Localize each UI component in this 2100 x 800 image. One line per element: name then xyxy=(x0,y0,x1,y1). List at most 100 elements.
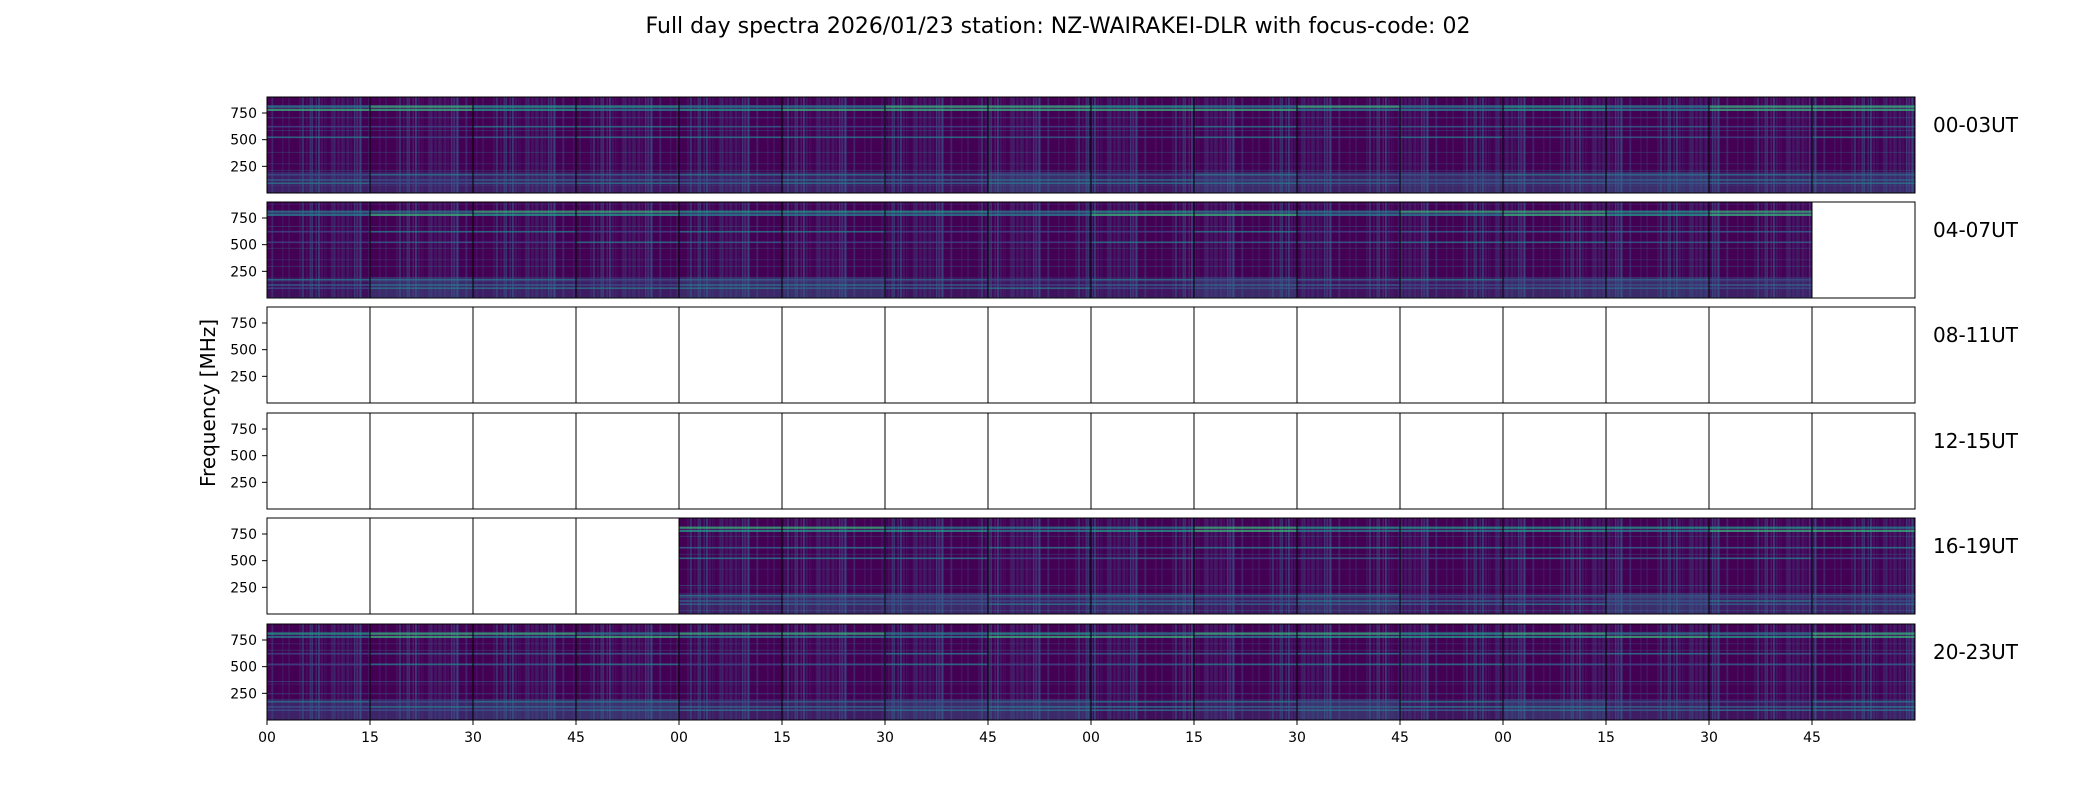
spectra-panel xyxy=(1090,96,1195,194)
frequency-band-mark xyxy=(1606,706,1709,708)
spectra-panel xyxy=(1811,623,1916,721)
spectra-panel xyxy=(678,96,783,194)
spectra-panel xyxy=(266,412,371,510)
frequency-band-mark xyxy=(473,652,576,655)
frequency-band-mark xyxy=(679,125,782,128)
frequency-band-mark xyxy=(267,652,370,655)
frequency-band-mark xyxy=(1709,284,1812,286)
frequency-band-mark xyxy=(782,125,885,128)
spectra-panel xyxy=(1296,623,1401,721)
frequency-band-mark xyxy=(1091,529,1194,532)
spectra-row: 250 500 750 16-19UT xyxy=(230,517,2019,615)
spectra-panel xyxy=(369,96,474,194)
frequency-band-mark xyxy=(885,105,988,108)
frequency-band-mark xyxy=(576,635,679,638)
frequency-band-mark xyxy=(1194,241,1297,244)
frequency-band-mark xyxy=(370,182,473,184)
frequency-band-mark xyxy=(1606,284,1709,286)
spectra-panel xyxy=(1193,306,1298,404)
frequency-band-mark xyxy=(1091,125,1194,128)
frequency-band-mark xyxy=(1400,652,1503,655)
frequency-band-mark xyxy=(1709,241,1812,244)
frequency-band-mark xyxy=(1812,173,1915,176)
frequency-band-mark xyxy=(1400,241,1503,244)
frequency-band-mark xyxy=(988,652,1091,655)
spectra-row: 250 500 750 00-03UT xyxy=(230,96,2019,194)
frequency-band-mark xyxy=(1194,632,1297,635)
frequency-band-mark xyxy=(679,173,782,176)
spectra-panel xyxy=(1399,412,1504,510)
spectra-panel xyxy=(1811,96,1916,194)
frequency-band-mark xyxy=(1812,632,1915,635)
frequency-band-mark xyxy=(1091,652,1194,655)
frequency-band-mark xyxy=(885,709,988,711)
frequency-band-mark xyxy=(782,635,885,638)
frequency-band-mark xyxy=(473,632,576,635)
frequency-band-mark xyxy=(885,652,988,655)
spectra-panel xyxy=(1193,623,1298,721)
frequency-band-mark xyxy=(1400,284,1503,286)
frequency-band-mark xyxy=(679,557,782,560)
spectra-panel xyxy=(781,623,886,721)
y-tick-label: 750 xyxy=(230,211,257,227)
spectra-panel xyxy=(1605,623,1710,721)
frequency-band-mark xyxy=(679,136,782,139)
spectra-panel xyxy=(987,517,1092,615)
spectra-panel xyxy=(472,412,577,510)
spectra-panel xyxy=(369,306,474,404)
frequency-band-mark xyxy=(473,105,576,108)
frequency-band-mark xyxy=(576,663,679,666)
frequency-band-mark xyxy=(1709,557,1812,560)
spectra-panel xyxy=(1193,517,1298,615)
frequency-band-mark xyxy=(1606,557,1709,560)
frequency-band-mark xyxy=(1503,652,1606,655)
frequency-band-mark xyxy=(1709,603,1812,605)
frequency-band-mark xyxy=(885,287,988,289)
frequency-band-mark xyxy=(1606,136,1709,139)
frequency-band-mark xyxy=(885,557,988,560)
spectra-panel xyxy=(1193,201,1298,299)
frequency-band-mark xyxy=(1503,210,1606,213)
frequency-band-mark xyxy=(988,700,1091,703)
frequency-band-mark xyxy=(679,287,782,289)
frequency-band-mark xyxy=(1297,700,1400,703)
x-tick-label: 30 xyxy=(1700,730,1718,746)
frequency-band-mark xyxy=(370,700,473,703)
frequency-band-mark xyxy=(1194,182,1297,184)
frequency-band-mark xyxy=(1400,557,1503,560)
spectra-panel xyxy=(1605,517,1710,615)
frequency-band-mark xyxy=(1091,635,1194,638)
frequency-band-mark xyxy=(782,108,885,111)
frequency-band-mark xyxy=(1503,284,1606,286)
frequency-band-mark xyxy=(988,182,1091,184)
frequency-band-mark xyxy=(1709,594,1812,597)
x-tick-label: 45 xyxy=(979,730,997,746)
frequency-band-mark xyxy=(370,709,473,711)
frequency-band-mark xyxy=(1709,230,1812,233)
frequency-band-mark xyxy=(1297,600,1400,602)
frequency-band-mark xyxy=(1194,108,1297,111)
frequency-band-mark xyxy=(267,632,370,635)
frequency-band-mark xyxy=(1297,546,1400,549)
frequency-band-mark xyxy=(1606,241,1709,244)
frequency-band-mark xyxy=(679,526,782,529)
y-tick-label: 750 xyxy=(230,106,257,122)
frequency-band-mark xyxy=(1812,594,1915,597)
frequency-band-mark xyxy=(782,557,885,560)
y-tick-label: 250 xyxy=(230,475,257,491)
frequency-band-mark xyxy=(782,652,885,655)
frequency-band-mark xyxy=(1709,706,1812,708)
frequency-band-mark xyxy=(1709,526,1812,529)
frequency-band-mark xyxy=(782,105,885,108)
spectra-panel xyxy=(575,623,680,721)
spectra-panel xyxy=(1605,96,1710,194)
frequency-band-mark xyxy=(1606,632,1709,635)
x-tick-label: 00 xyxy=(1082,730,1100,746)
frequency-band-mark xyxy=(267,136,370,139)
frequency-band-mark xyxy=(1091,278,1194,281)
frequency-band-mark xyxy=(1400,663,1503,666)
spectra-panel xyxy=(575,201,680,299)
chart-title: Full day spectra 2026/01/23 station: NZ-… xyxy=(646,14,1471,39)
spectra-panel xyxy=(1399,517,1504,615)
x-tick-label: 30 xyxy=(1288,730,1306,746)
